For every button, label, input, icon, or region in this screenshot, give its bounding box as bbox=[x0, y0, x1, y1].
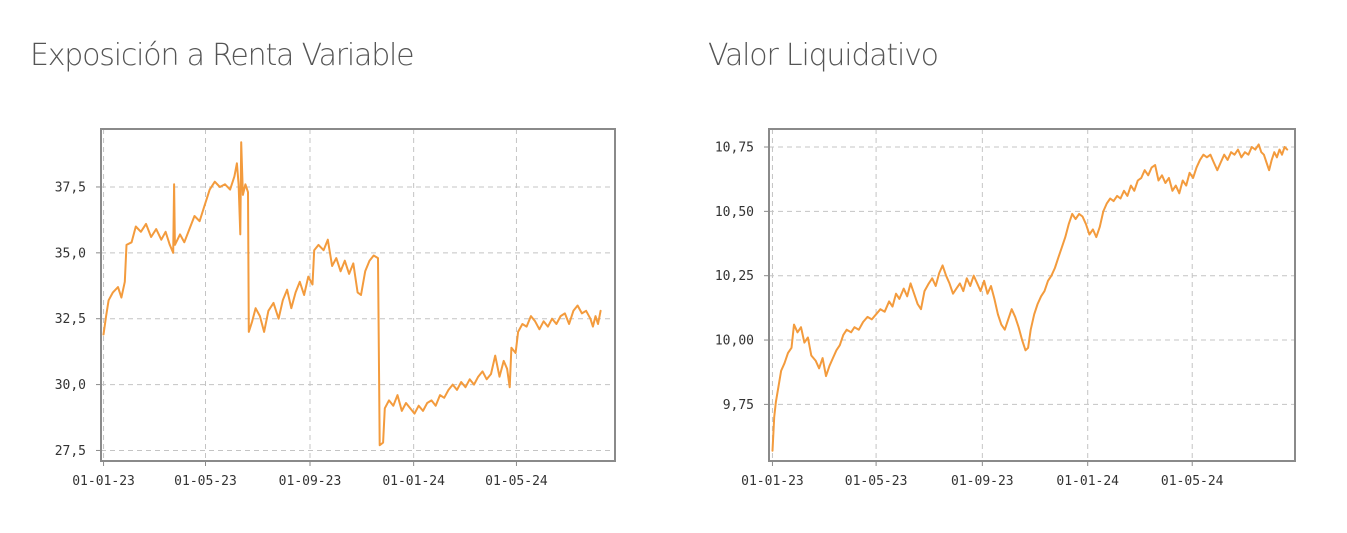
equity-y-tick-label: 37,5 bbox=[55, 180, 86, 195]
equity-y-tick-label: 32,5 bbox=[55, 312, 86, 327]
nav-x-tick-label: 01-01-24 bbox=[1056, 474, 1119, 489]
equity-series-line bbox=[102, 141, 602, 447]
nav-plot-area bbox=[769, 129, 1295, 461]
nav-series-line bbox=[771, 143, 1289, 452]
equity-plot-area bbox=[101, 129, 615, 461]
nav-x-tick-label: 01-01-23 bbox=[741, 474, 804, 489]
nav-y-tick-label: 10,75 bbox=[715, 141, 754, 156]
nav-x-tick-label: 01-09-23 bbox=[951, 474, 1014, 489]
nav-x-tick-label: 01-05-24 bbox=[1161, 474, 1224, 489]
equity-y-tick-label: 30,0 bbox=[55, 378, 86, 393]
equity-x-tick-label: 01-01-24 bbox=[382, 474, 445, 489]
equity-exposure-title: Exposición a Renta Variable bbox=[30, 38, 415, 73]
equity-exposure-chart: 01-01-23 01-05-23 01-09-23 01-01-24 01-05-24… bbox=[55, 128, 616, 489]
nav-y-tick-label: 10,50 bbox=[715, 205, 754, 220]
nav-y-tick-label: 10,25 bbox=[715, 269, 754, 284]
equity-plot-frame bbox=[100, 128, 616, 462]
nav-title: Valor Liquidativo bbox=[708, 38, 939, 73]
equity-x-tick-label: 01-09-23 bbox=[279, 474, 342, 489]
equity-x-tick-label: 01-01-23 bbox=[72, 474, 135, 489]
equity-y-tick-label: 27,5 bbox=[55, 444, 86, 459]
nav-chart: 01-01-23 01-05-23 01-09-23 01-01-24 01-05-24… bbox=[715, 128, 1296, 489]
equity-y-tick-label: 35,0 bbox=[55, 246, 86, 261]
nav-y-tick-label: 9,75 bbox=[723, 398, 754, 413]
equity-x-tick-label: 01-05-23 bbox=[174, 474, 237, 489]
equity-x-tick-label: 01-05-24 bbox=[485, 474, 548, 489]
nav-y-tick-label: 10,00 bbox=[715, 334, 754, 349]
nav-plot-frame bbox=[768, 128, 1296, 462]
nav-x-tick-label: 01-05-23 bbox=[845, 474, 908, 489]
